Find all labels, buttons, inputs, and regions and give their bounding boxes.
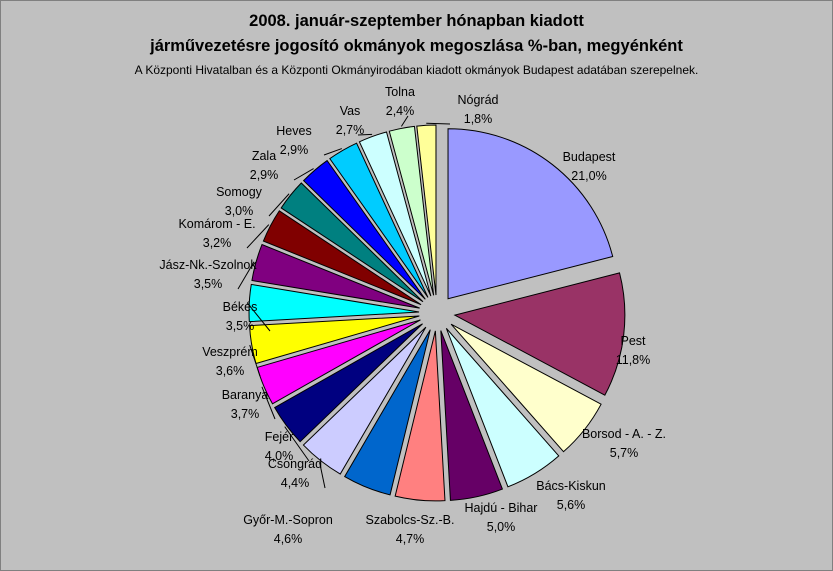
leader-line-13 bbox=[237, 261, 255, 290]
leader-line-16 bbox=[293, 168, 314, 181]
slice-label-12: Békés bbox=[223, 300, 258, 314]
slice-label-4: Bács-Kiskun bbox=[536, 479, 606, 493]
leader-line-8 bbox=[319, 462, 326, 489]
slice-value-label-9: 4,0% bbox=[265, 449, 294, 463]
slice-label-1: Budapest bbox=[563, 150, 616, 164]
pie-slice-6 bbox=[394, 330, 446, 502]
slice-value-label-15: 3,0% bbox=[225, 204, 254, 218]
slice-value-label-10: 3,7% bbox=[231, 407, 260, 421]
pie-slice-2 bbox=[453, 272, 626, 396]
leader-line-12 bbox=[246, 302, 271, 332]
slice-label-20: Nógrád bbox=[458, 93, 499, 107]
pie-slice-8 bbox=[302, 326, 427, 475]
slice-label-17: Heves bbox=[276, 124, 311, 138]
slice-label-19: Tolna bbox=[385, 85, 415, 99]
slice-value-label-5: 5,0% bbox=[487, 520, 516, 534]
leader-line-19 bbox=[400, 115, 409, 127]
slice-label-15: Somogy bbox=[216, 185, 263, 199]
slice-label-18: Vas bbox=[340, 104, 361, 118]
slice-value-label-1: 21,0% bbox=[571, 169, 606, 183]
slice-value-label-2: 11,8% bbox=[616, 353, 651, 367]
slice-value-label-20: 1,8% bbox=[464, 112, 493, 126]
chart-subtitle: A Központi Hivatalban és a Központi Okmá… bbox=[134, 63, 699, 77]
slice-label-5: Hajdú - Bihar bbox=[465, 501, 538, 515]
slice-label-2: Pest bbox=[620, 334, 646, 348]
slice-value-label-19: 2,4% bbox=[386, 104, 415, 118]
leader-line-9 bbox=[284, 426, 310, 462]
pie-slice-19 bbox=[388, 125, 435, 296]
pie-slice-16 bbox=[302, 159, 426, 300]
slice-label-9: Fejér bbox=[265, 430, 293, 444]
leader-line-10 bbox=[261, 386, 276, 420]
slice-value-label-7: 4,6% bbox=[274, 532, 303, 546]
pie-slice-3 bbox=[450, 323, 602, 453]
chart-title-line-1: 2008. január-szeptember hónapban kiadott bbox=[249, 12, 584, 30]
leader-line-11 bbox=[249, 344, 261, 377]
leader-line-15 bbox=[268, 193, 290, 217]
slice-value-label-14: 3,2% bbox=[203, 236, 232, 250]
slice-value-label-16: 2,9% bbox=[250, 168, 279, 182]
slice-value-label-4: 5,6% bbox=[557, 498, 586, 512]
pie-slice-13 bbox=[251, 243, 420, 309]
slice-label-14: Komárom - E. bbox=[178, 217, 255, 231]
pie-slice-5 bbox=[440, 330, 504, 501]
pie-slice-14 bbox=[262, 210, 422, 306]
pie-slice-12 bbox=[248, 283, 420, 323]
pie-slice-9 bbox=[273, 323, 423, 443]
slice-value-label-12: 3,5% bbox=[226, 319, 255, 333]
pie-slice-17 bbox=[329, 142, 429, 298]
pie-slice-18 bbox=[358, 131, 432, 297]
slice-value-label-11: 3,6% bbox=[216, 364, 245, 378]
leader-line-18 bbox=[357, 133, 373, 136]
pie-slice-20 bbox=[416, 124, 437, 296]
pie-slice-15 bbox=[280, 182, 424, 303]
slice-label-16: Zala bbox=[252, 149, 276, 163]
slice-value-label-3: 5,7% bbox=[610, 446, 639, 460]
pie-slice-7 bbox=[343, 329, 431, 496]
slice-label-7: Győr-M.-Sopron bbox=[243, 513, 333, 527]
slice-label-11: Veszprém bbox=[202, 345, 258, 359]
chart-title-line-2: járművezetésre jogosító okmányok megoszl… bbox=[150, 37, 683, 55]
slice-label-6: Szabolcs-Sz.-B. bbox=[366, 513, 455, 527]
slice-label-3: Borsod - A. - Z. bbox=[582, 427, 666, 441]
slice-value-label-13: 3,5% bbox=[194, 277, 223, 291]
pie-slice-4 bbox=[445, 328, 560, 488]
slice-label-13: Jász-Nk.-Szolnok bbox=[159, 258, 257, 272]
slice-value-label-8: 4,4% bbox=[281, 476, 310, 490]
slice-label-10: Baranya bbox=[222, 388, 269, 402]
leader-line-20 bbox=[426, 122, 451, 125]
leader-line-17 bbox=[323, 148, 342, 156]
slice-value-label-18: 2,7% bbox=[336, 123, 365, 137]
pie-slice-1 bbox=[447, 128, 614, 300]
slice-value-label-17: 2,9% bbox=[280, 143, 309, 157]
leader-line-14 bbox=[246, 224, 270, 249]
slice-value-label-6: 4,7% bbox=[396, 532, 425, 546]
